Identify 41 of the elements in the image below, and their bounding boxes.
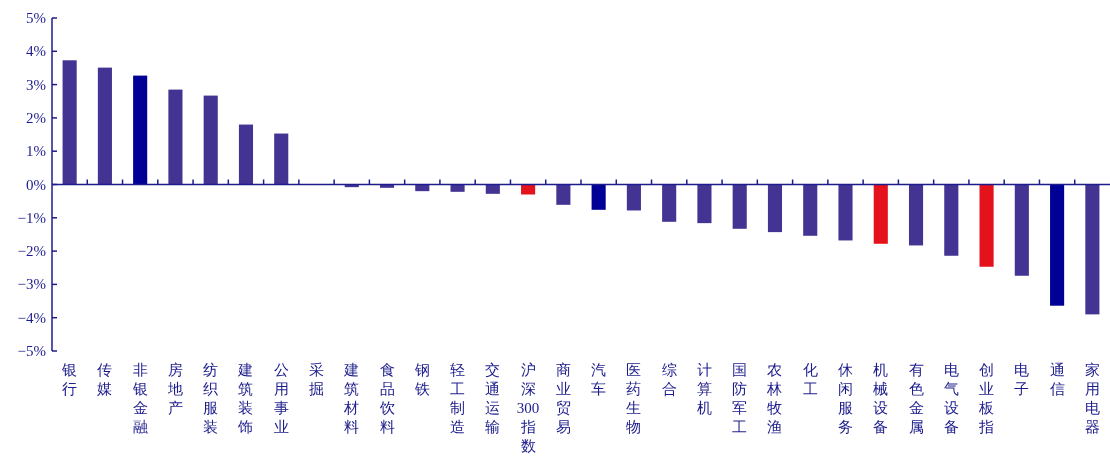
x-tick-label: 银行: [61, 362, 78, 397]
y-tick-label: −2%: [17, 243, 46, 260]
x-tick-label: 食品饮料: [378, 362, 395, 435]
x-tick-label: 传媒: [97, 362, 113, 397]
x-tick-label: 汽车: [591, 362, 607, 397]
x-tick-label: 有色金属: [908, 362, 924, 435]
x-tick-label: 建筑装饰: [237, 362, 254, 435]
x-tick-label: 沪深300指数: [516, 362, 540, 454]
x-tick-label: 电气设备: [943, 362, 959, 435]
y-tick-label: 1%: [26, 143, 46, 160]
y-tick-label: −4%: [17, 309, 46, 326]
x-tick-label: 非银金融: [131, 362, 148, 435]
x-tick-label: 创业板指: [978, 362, 995, 435]
x-tick-label: 通信: [1049, 362, 1065, 397]
x-tick-label: 公用事业: [273, 362, 289, 435]
x-tick-label: 建筑材料: [343, 362, 360, 435]
x-tick-label: 交通运输: [485, 362, 501, 435]
x-tick-label: 化工: [802, 362, 818, 397]
x-tick-label: 农林牧渔: [766, 362, 783, 435]
y-tick-label: 4%: [26, 43, 46, 60]
y-tick-label: 3%: [26, 76, 46, 93]
x-tick-label: 综合: [661, 362, 677, 397]
x-tick-label: 商业贸易: [555, 362, 571, 435]
y-tick-label: 5%: [26, 10, 46, 26]
x-tick-label: 房地产: [166, 362, 183, 416]
x-tick-label: 休闲服务: [838, 362, 853, 435]
y-tick-label: −3%: [17, 276, 46, 293]
x-tick-label: 采掘: [309, 362, 324, 397]
y-tick-label: −5%: [17, 343, 46, 359]
x-tick-label: 轻工制造: [450, 362, 466, 435]
x-tick-label: 医药生物: [626, 362, 642, 435]
x-tick-label: 家用电器: [1084, 362, 1100, 435]
x-tick-label: 国防军工: [732, 362, 748, 435]
x-tick-label: 电子: [1014, 362, 1030, 397]
y-tick-label: −1%: [17, 209, 46, 226]
x-tick-label: 钢铁: [413, 362, 430, 397]
x-tick-label: 纺织服装: [203, 362, 219, 435]
x-tick-label: 计算机: [696, 362, 712, 416]
y-tick-label: 2%: [26, 109, 46, 126]
x-tick-label: 机械设备: [873, 362, 889, 435]
y-tick-label: 0%: [26, 176, 46, 193]
